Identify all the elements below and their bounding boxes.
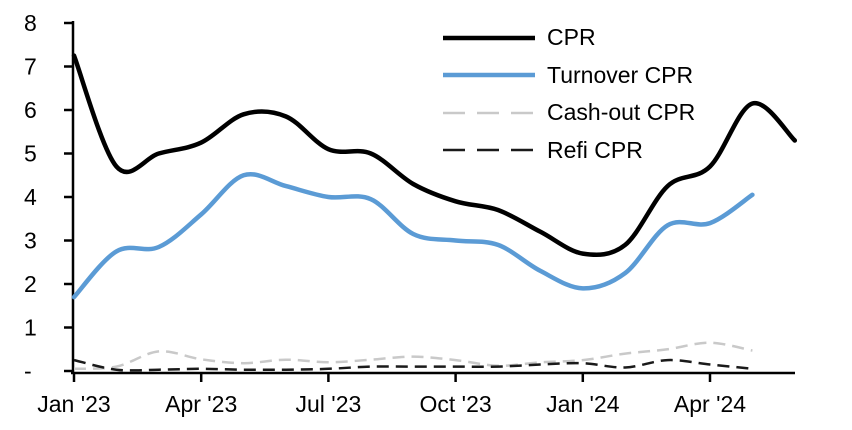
refi-cpr-line-swatch bbox=[443, 149, 535, 152]
y-tick-label: 1 bbox=[24, 315, 37, 341]
legend-item-refi-cpr: Refi CPR bbox=[441, 132, 695, 170]
series-line-cash-out-cpr bbox=[73, 341, 753, 371]
x-tick-label: Jul '23 bbox=[296, 391, 362, 417]
turnover-cpr-line-swatch bbox=[443, 73, 535, 78]
series-line-turnover-cpr bbox=[71, 171, 755, 300]
y-tick-label: 2 bbox=[24, 271, 37, 297]
cash-out-cpr-line-swatch bbox=[443, 111, 535, 114]
legend-label-turnover-cpr: Turnover CPR bbox=[547, 61, 694, 88]
cpr-line-swatch bbox=[443, 35, 535, 40]
y-tick-label: 7 bbox=[24, 54, 37, 80]
x-tick-label: Apr '23 bbox=[165, 391, 237, 417]
x-tick-label: Jan '24 bbox=[546, 391, 620, 417]
x-tick-label: Apr '24 bbox=[674, 391, 746, 417]
series-line-cpr bbox=[71, 53, 798, 257]
legend-label-cash-out-cpr: Cash-out CPR bbox=[547, 99, 696, 126]
y-tick-label: 6 bbox=[24, 97, 37, 123]
y-tick-label: 3 bbox=[24, 228, 37, 254]
y-tick-label: 8 bbox=[24, 10, 37, 36]
y-tick-label: 4 bbox=[24, 184, 37, 210]
x-tick-label: Jan '23 bbox=[37, 391, 110, 417]
chart-legend: CPR Turnover CPR Cash-out CPR Refi CPR bbox=[441, 19, 695, 169]
legend-item-cash-out-cpr: Cash-out CPR bbox=[441, 94, 695, 132]
x-tick-label: Oct '23 bbox=[420, 391, 492, 417]
legend-label-cpr: CPR bbox=[547, 24, 596, 51]
legend-item-cpr: CPR bbox=[441, 19, 695, 57]
legend-label-refi-cpr: Refi CPR bbox=[547, 136, 643, 163]
y-tick-label: - bbox=[24, 358, 32, 384]
series-line-refi-cpr bbox=[73, 358, 753, 372]
legend-item-turnover-cpr: Turnover CPR bbox=[441, 57, 695, 95]
y-tick-label: 5 bbox=[24, 141, 37, 167]
